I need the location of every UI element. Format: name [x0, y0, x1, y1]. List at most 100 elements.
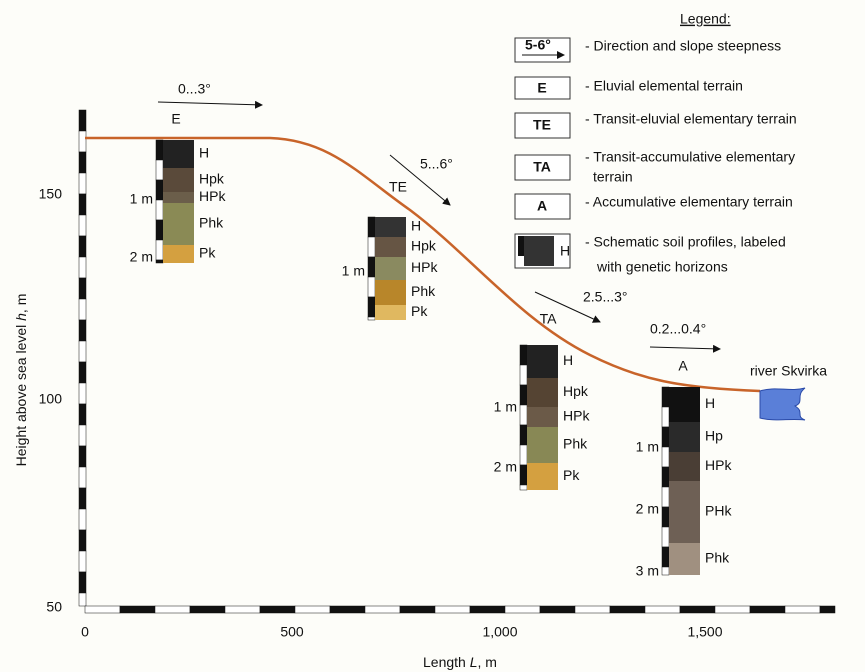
terrain-label: TA [540, 311, 558, 327]
axis-segment [715, 606, 750, 613]
scale-segment [520, 445, 527, 465]
y-tick-label: 50 [46, 599, 62, 615]
horizon [527, 345, 558, 378]
scale-segment [368, 217, 375, 237]
axis-segment [79, 383, 86, 404]
horizon-label: Pk [563, 467, 580, 483]
axis-segment [155, 606, 190, 613]
horizon [375, 305, 406, 320]
axis-segment [79, 278, 86, 299]
axis-segment [575, 606, 610, 613]
axis-segment [79, 551, 86, 572]
scale-segment [662, 527, 669, 547]
x-tick-label: 0 [81, 624, 89, 640]
scale-segment [520, 425, 527, 445]
axis-segment [120, 606, 155, 613]
horizon [527, 407, 558, 427]
legend-symbol: TA [533, 159, 551, 175]
legend-icon [524, 236, 554, 266]
depth-label: 1 m [494, 399, 517, 415]
horizon [527, 427, 558, 463]
x-tick-label: 1,000 [482, 624, 517, 640]
axis-segment [645, 606, 680, 613]
axis-segment [820, 606, 835, 613]
axis-segment [79, 257, 86, 278]
scale-segment [520, 345, 527, 365]
axis-segment [190, 606, 225, 613]
scale-segment [662, 567, 669, 575]
axis-segment [680, 606, 715, 613]
horizon [527, 463, 558, 490]
horizon-label: Phk [563, 436, 588, 452]
horizon-label: HPk [411, 259, 438, 275]
river-label: river Skvirka [750, 363, 827, 379]
axis-segment [295, 606, 330, 613]
axis-segment [260, 606, 295, 613]
axis-segment [79, 152, 86, 173]
terrain-label: TE [389, 179, 407, 195]
axis-segment [79, 425, 86, 446]
axis-segment [79, 215, 86, 236]
scale-segment [520, 405, 527, 425]
horizon-label: PHk [705, 503, 732, 519]
horizon-label: HPk [705, 457, 732, 473]
y-tick-label: 150 [39, 186, 63, 202]
scale-segment [156, 180, 163, 200]
figure: 150 100 50 0 500 1,000 1,500 Height abov… [0, 0, 865, 672]
horizon-label: Phk [411, 283, 436, 299]
x-axis-title: Length L, m [423, 654, 497, 670]
legend-symbol: A [537, 198, 547, 214]
scale-segment [662, 507, 669, 527]
axis-segment [79, 509, 86, 530]
terrain-label: E [171, 111, 180, 127]
axis-segment [750, 606, 785, 613]
scale-segment [520, 365, 527, 385]
slope-angle: 2.5...3° [583, 289, 628, 305]
axis-segment [79, 320, 86, 341]
scale-segment [156, 140, 163, 160]
horizon-label: Phk [199, 215, 224, 231]
axis-segment [330, 606, 365, 613]
terrain-label: A [678, 358, 688, 374]
axis-segment [79, 488, 86, 509]
axis-segment [610, 606, 645, 613]
axis-segment [79, 173, 86, 194]
depth-label: 3 m [636, 563, 659, 579]
horizon [669, 387, 700, 422]
horizon-label: H [199, 145, 209, 161]
horizon-label: Pk [411, 303, 428, 319]
axis-segment [79, 341, 86, 362]
horizon-label: Hpk [199, 171, 225, 187]
background [0, 0, 865, 672]
axis-segment [79, 110, 86, 131]
horizon-label: Hpk [411, 238, 437, 254]
legend-text: - Direction and slope steepness [585, 38, 781, 54]
legend-text: - Transit-accumulative elementary [585, 149, 795, 165]
scale-segment [520, 465, 527, 485]
horizon-label: HPk [199, 188, 226, 204]
scale-segment [368, 297, 375, 317]
x-tick-label: 1,500 [687, 624, 722, 640]
horizon-label: H [563, 352, 573, 368]
horizon [669, 543, 700, 575]
legend-text: with genetic horizons [596, 259, 728, 275]
horizon [375, 217, 406, 237]
scale-segment [662, 427, 669, 447]
depth-label: 1 m [130, 191, 153, 207]
scale-segment [520, 385, 527, 405]
axis-segment [785, 606, 820, 613]
horizon-label: Hp [705, 428, 723, 444]
axis-segment [79, 467, 86, 488]
y-axis-title: Height above sea level h, m [13, 294, 29, 467]
scale-segment [662, 487, 669, 507]
horizon-label: HPk [563, 408, 590, 424]
legend-symbol: H [560, 243, 570, 259]
axis-segment [85, 606, 120, 613]
scale-segment [156, 200, 163, 220]
depth-label: 2 m [636, 501, 659, 517]
axis-segment [79, 572, 86, 593]
axis-segment [79, 593, 86, 606]
axis-segment [79, 404, 86, 425]
scale-segment [156, 160, 163, 180]
horizon [669, 452, 700, 481]
